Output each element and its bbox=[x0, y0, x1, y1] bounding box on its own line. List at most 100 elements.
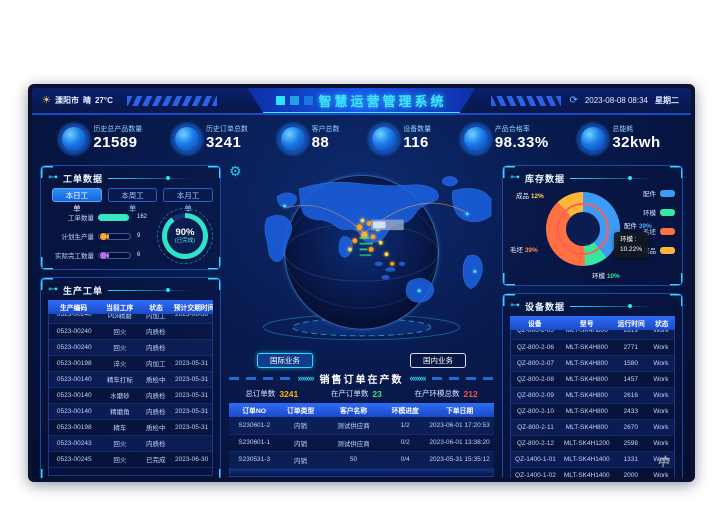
cell-runtime: 2670 bbox=[613, 419, 648, 436]
cell-runtime: 2771 bbox=[613, 339, 648, 356]
col-header: 生产编码 bbox=[48, 300, 100, 314]
production-table-scroll[interactable]: 0523-00240 PDI精磨 内加工 2023-06-30 0523-002… bbox=[48, 314, 213, 476]
kpi-item: 设备数量 116 bbox=[372, 126, 431, 151]
bar-fill bbox=[107, 233, 109, 239]
workorder-tab[interactable]: 本日工单 bbox=[52, 188, 102, 213]
table-row: 0523-00140 精车打标 质检中 2023-05-31 bbox=[49, 371, 212, 388]
cell-code: 0523-00240 bbox=[49, 323, 100, 340]
cell-status: 内质检 bbox=[140, 403, 172, 420]
panel-title-text: 生产工单 bbox=[63, 285, 104, 296]
col-header: 订单类型 bbox=[279, 403, 322, 417]
international-business-button[interactable]: 国际业务 bbox=[257, 353, 313, 368]
workorder-tab[interactable]: 本月工单 bbox=[163, 188, 214, 213]
devices-table-header: 设备 型号 运行时间 状态 bbox=[510, 316, 675, 330]
cell-runtime: 1331 bbox=[613, 451, 648, 468]
inventory-chart-body: 成品 12% 配件 39% 环模 10% 毛坯 39% 环模 : bbox=[510, 188, 675, 280]
cell-process: 水磨砂 bbox=[99, 387, 141, 404]
bar-value: 6 bbox=[137, 252, 141, 258]
cell-device: QZ-800-2-07 bbox=[511, 355, 560, 372]
table-row: QZ-800-2-09 MLT-SK4H800 2616 Work bbox=[511, 387, 674, 404]
world-map-area: ⚙ bbox=[227, 163, 496, 353]
dashboard-screen: ☀ 溧阳市 晴 27°C 智慧运营管理系统 ⟳ 2023-08-08 08:34… bbox=[28, 84, 695, 482]
bar-label: 计划生产量 bbox=[61, 234, 95, 241]
city-label: 溧阳市 bbox=[54, 96, 79, 105]
kpi-label: 历史订单总数 bbox=[205, 126, 248, 134]
kpi-texts: 客户总数 88 bbox=[312, 126, 340, 151]
table-row: QZ-1400-1-02 MLT-SK4H1400 2000 Work bbox=[511, 467, 674, 478]
table-row: QZ-800-2-11 MLT-SK4H800 2670 Work bbox=[511, 419, 674, 436]
bar-track bbox=[98, 232, 131, 240]
legend-item[interactable]: 毛坯 bbox=[643, 226, 675, 236]
bar-fill bbox=[107, 252, 109, 258]
cell-device: QZ-800-2-09 bbox=[511, 387, 560, 404]
gauge-sublabel: (已完成) bbox=[174, 238, 196, 245]
cell-status: 质检中 bbox=[140, 419, 172, 436]
sales-title-row: »»»» 销售订单在产数 «««« bbox=[229, 371, 494, 386]
cell-order-type: 内销 bbox=[279, 451, 322, 469]
cell-model: MLT-SK4H1400 bbox=[559, 451, 614, 468]
inventory-panel-title: ⊶ 库存数据 bbox=[510, 171, 675, 185]
stat-label: 总订单数 bbox=[245, 389, 276, 398]
cell-status: 内质检 bbox=[140, 435, 172, 452]
cell-due-date: 2023-06-30 bbox=[171, 451, 212, 468]
title-deco-block bbox=[276, 95, 286, 105]
devices-panel: ⊶ 设备数据 设备 型号 运行时间 状态 bbox=[502, 293, 683, 478]
table-row: QZ-800-2-08 MLT-SK4H800 1457 Work bbox=[511, 371, 674, 388]
cell-model: MLT-SK4H1200 bbox=[559, 435, 614, 452]
cell-status: Work bbox=[647, 435, 674, 452]
cell-order-date: 2023-06-01 13:38:20 bbox=[425, 434, 494, 452]
col-header: 预计交期时间 bbox=[171, 300, 213, 314]
domestic-business-button[interactable]: 国内业务 bbox=[410, 353, 466, 368]
bar-label: 工单数量 bbox=[68, 215, 94, 222]
legend-swatch bbox=[660, 227, 675, 235]
decor-stripes-right bbox=[491, 95, 562, 106]
cell-code: 0523-00140 bbox=[49, 371, 100, 388]
legend-item[interactable]: 环模 bbox=[643, 207, 675, 217]
cell-status: Work bbox=[647, 467, 674, 478]
inventory-donut[interactable] bbox=[546, 192, 620, 266]
cell-progress: 0/2 bbox=[385, 434, 426, 452]
cell-code: 0523-00140 bbox=[49, 387, 100, 404]
cell-status: 内加工 bbox=[140, 355, 172, 372]
cell-due-date: 2023-05-31 bbox=[171, 419, 212, 436]
cell-due-date bbox=[171, 435, 212, 452]
stat-value: 23 bbox=[372, 388, 382, 399]
table-header-row: 生产编码 当前工序 状态 预计交期时间 bbox=[48, 300, 213, 314]
cell-status: Work bbox=[647, 339, 674, 356]
kpi-label: 客户总数 bbox=[311, 126, 340, 134]
cell-customer: 测试供应商 bbox=[321, 417, 386, 435]
cell-status: Work bbox=[647, 387, 674, 404]
cell-process: 精车打标 bbox=[99, 371, 141, 388]
table-row: 0523-00240 回火 内质检 bbox=[49, 339, 212, 356]
kpi-item: 客户总数 88 bbox=[280, 126, 340, 151]
cell-device: QZ-800-2-10 bbox=[511, 403, 560, 420]
cell-process: 回火 bbox=[99, 451, 141, 468]
kpi-value: 98.33% bbox=[494, 134, 549, 152]
right-column: ⊶ 库存数据 成品 12% 配件 39% 环模 10% bbox=[502, 165, 683, 478]
cell-due-date bbox=[171, 323, 212, 340]
cell-model: MLT-SK4H800 bbox=[559, 330, 614, 340]
cell-status: 内质检 bbox=[140, 387, 172, 404]
kpi-item: 历史订单总数 3241 bbox=[174, 126, 248, 151]
legend-item[interactable]: 成品 bbox=[643, 245, 675, 255]
kpi-orb-icon bbox=[581, 126, 606, 151]
cell-device: QZ-800-2-05 bbox=[511, 330, 560, 340]
cell-runtime: 1457 bbox=[613, 371, 648, 388]
gauge-texts: 90% (已完成) bbox=[175, 227, 195, 245]
link-icon: ⊶ bbox=[48, 284, 58, 295]
workorder-tab[interactable]: 本周工单 bbox=[107, 188, 158, 213]
legend-item[interactable]: 配件 bbox=[643, 188, 675, 198]
cell-device: QZ-800-2-12 bbox=[511, 435, 560, 452]
link-icon: ⊶ bbox=[510, 300, 520, 311]
callout-ringdie: 环模 10% bbox=[592, 273, 620, 280]
cell-due-date: 2023-05-31 bbox=[171, 371, 212, 388]
devices-table-scroll[interactable]: QZ-800-2-05 MLT-SK4H800 2819 Work QZ-800… bbox=[510, 330, 675, 478]
cell-due-date: 2023-05-31 bbox=[171, 355, 212, 372]
kpi-label: 产品合格率 bbox=[494, 126, 530, 134]
kpi-item: 历史总产品数量 21589 bbox=[62, 126, 142, 151]
kpi-label: 设备数量 bbox=[403, 126, 432, 134]
table-row: 0523-00140 水磨砂 内质检 2023-05-31 bbox=[49, 387, 212, 404]
table-row: S230601-1 内销 测试供应商 0/2 2023-06-01 13:38:… bbox=[229, 434, 494, 452]
kpi-label: 总能耗 bbox=[612, 126, 634, 134]
cell-process: 回火 bbox=[99, 323, 141, 340]
